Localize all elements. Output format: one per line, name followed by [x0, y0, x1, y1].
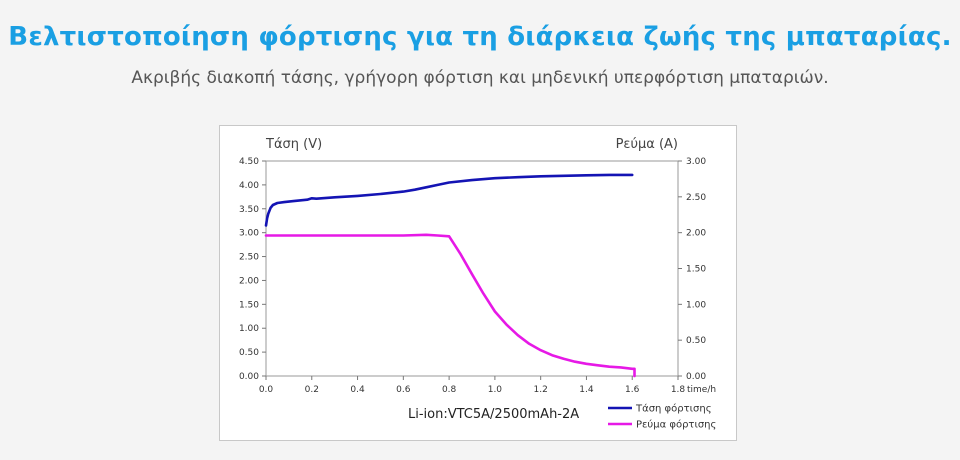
x-tick-label: 1.8 [671, 385, 686, 395]
y-right-tick-label: 3.00 [686, 157, 706, 167]
page-title: Βελτιστοποίηση φόρτισης για τη διάρκεια … [8, 22, 952, 52]
legend-current-label: Ρεύμα φόρτισης [636, 419, 716, 431]
x-tick-label: 0.8 [442, 385, 457, 395]
x-tick-label: 0.4 [350, 385, 365, 395]
chart-lines [264, 173, 636, 378]
x-axis-label: time/h [687, 385, 716, 395]
y-left-tick-label: 2.00 [239, 276, 259, 286]
chart-axes [265, 160, 679, 377]
y-left-tick-label: 0.50 [239, 348, 259, 358]
x-tick-label: 1.0 [488, 385, 503, 395]
voltage-series-line [264, 173, 634, 227]
x-tick-label: 1.4 [579, 385, 594, 395]
y-left-tick-label: 0.00 [239, 372, 259, 382]
left-axis-label: Τάση (V) [265, 137, 322, 152]
right-axis-label: Ρεύμα (A) [616, 137, 678, 152]
y-left-tick-label: 2.50 [239, 253, 259, 263]
chart-panel: 0.0 0.2 0.4 0.6 0.8 1.0 1.2 1.4 1.6 1.8 0.00 0.50 1.… [219, 125, 737, 441]
y-left-tick-label: 4.50 [239, 157, 259, 167]
page-subtitle: Ακριβής διακοπή τάσης, γρήγορη φόρτιση κ… [131, 68, 829, 88]
x-tick-label: 1.6 [625, 385, 640, 395]
y-right-tick-label: 0.00 [686, 372, 706, 382]
y-left-tick-label: 4.00 [239, 181, 259, 191]
y-left-tick-label: 1.00 [239, 324, 259, 334]
chart-ticks: 0.0 0.2 0.4 0.6 0.8 1.0 1.2 1.4 1.6 1.80.000.501.… [239, 157, 706, 395]
y-left-tick-label: 1.50 [239, 300, 259, 310]
y-left-tick-label: 3.00 [239, 229, 259, 239]
x-tick-label: 1.2 [534, 385, 548, 395]
current-series-line [264, 233, 636, 378]
y-right-tick-label: 1.00 [686, 300, 706, 310]
plot-area-border [265, 160, 679, 377]
legend-voltage-label: Τάση φόρτισης [635, 403, 712, 415]
y-left-tick-label: 3.50 [239, 205, 259, 215]
y-right-tick-label: 2.50 [686, 193, 706, 203]
x-tick-label: 0.2 [305, 385, 319, 395]
x-tick-label: 0.0 [259, 385, 274, 395]
y-right-tick-label: 2.00 [686, 229, 706, 239]
chart-annotation: Li-ion:VTC5A/2500mAh-2A [408, 407, 579, 422]
y-right-tick-label: 1.50 [686, 265, 706, 275]
chart-legend: Τάση φόρτισης Ρεύμα φόρτισης [608, 403, 716, 431]
y-right-tick-label: 0.50 [686, 336, 706, 346]
x-tick-label: 0.6 [396, 385, 411, 395]
charging-chart: 0.0 0.2 0.4 0.6 0.8 1.0 1.2 1.4 1.6 1.80.000.501.… [239, 137, 716, 431]
